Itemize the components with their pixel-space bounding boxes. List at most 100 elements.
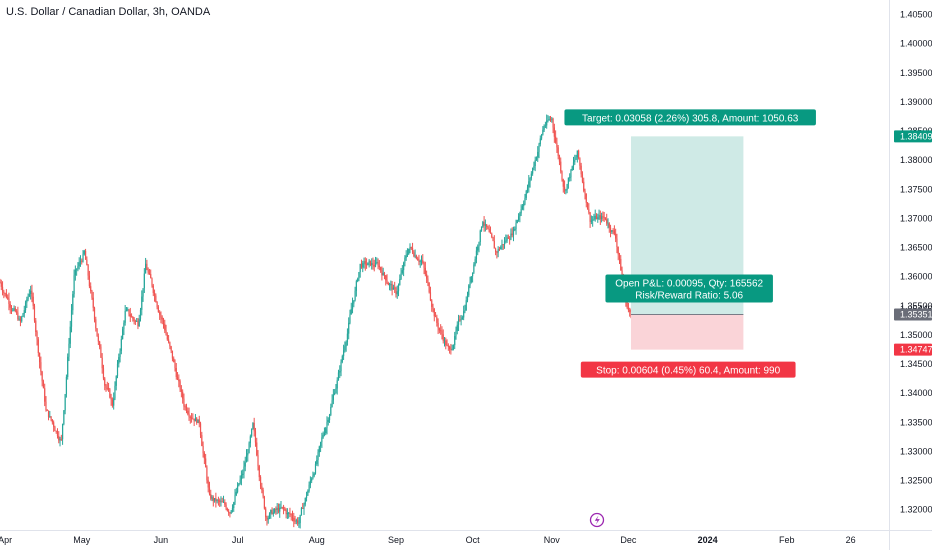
candle-body: [565, 189, 567, 191]
stop-label-bg: [580, 361, 796, 378]
candle-body: [312, 475, 314, 479]
time-tick-label: Nov: [544, 535, 561, 545]
candle-body: [97, 336, 99, 342]
candle-body: [364, 261, 366, 265]
candle-body: [169, 342, 171, 347]
candle-body: [405, 255, 407, 258]
candle-body: [164, 323, 166, 331]
candle-body: [129, 314, 131, 317]
pnl-label[interactable]: Open P&L: 0.00095, Qty: 165562Risk/Rewar…: [605, 274, 773, 303]
position-tool-layer: Target: 0.03058 (2.26%) 305.8, Amount: 1…: [564, 109, 816, 378]
candle-body: [446, 345, 448, 347]
candle-body: [249, 436, 251, 444]
candle-body: [215, 498, 217, 502]
candle-body: [511, 233, 513, 236]
candle-body: [342, 350, 345, 357]
candle-body: [110, 397, 112, 400]
candle-body: [212, 497, 214, 501]
candle-body: [73, 275, 75, 295]
candle-body: [216, 500, 218, 502]
candle-body: [516, 220, 518, 223]
candle-body: [245, 455, 248, 463]
candle-body: [213, 498, 216, 501]
candle-body: [18, 318, 20, 320]
candle-body: [282, 507, 285, 509]
candle-body: [130, 316, 133, 318]
candle-body: [222, 502, 225, 503]
candle-body: [523, 203, 525, 207]
candle-body: [302, 508, 304, 509]
candle-body: [626, 300, 628, 308]
candle-body: [599, 215, 601, 220]
candle-body: [279, 507, 281, 512]
candle-body: [40, 362, 42, 372]
candle-body: [60, 438, 62, 440]
candle-body: [3, 291, 5, 294]
candle-body: [544, 125, 547, 127]
candle-body: [431, 300, 433, 307]
candle-body: [106, 387, 108, 389]
candle-body: [606, 219, 608, 224]
candle-body: [226, 508, 228, 511]
candle-body: [385, 275, 387, 281]
stop-zone[interactable]: [630, 314, 744, 350]
price-tick-label: 1.40500: [900, 10, 932, 20]
stop-label[interactable]: Stop: 0.00604 (0.45%) 60.4, Amount: 990: [580, 361, 796, 378]
candle-body: [262, 489, 264, 497]
candle-body: [236, 485, 239, 492]
candle-body: [143, 273, 145, 289]
candle-body: [380, 267, 382, 271]
candle-body: [297, 520, 299, 524]
candle-body: [253, 422, 255, 432]
candle-body: [351, 303, 354, 310]
candle-body: [497, 249, 499, 253]
candle-body: [537, 151, 539, 158]
dividend-marker[interactable]: [589, 512, 605, 528]
candle-body: [193, 418, 195, 422]
candle-body: [408, 248, 410, 254]
candle-body: [240, 474, 243, 480]
candle-body: [271, 509, 273, 514]
candle-body: [514, 229, 516, 230]
target-label[interactable]: Target: 0.03058 (2.26%) 305.8, Amount: 1…: [564, 109, 816, 126]
candle-body: [136, 321, 138, 322]
price-tick-label: 1.39500: [900, 68, 932, 78]
candle-body: [288, 512, 290, 514]
candle-body: [494, 248, 497, 253]
candle-body: [230, 510, 232, 514]
candle-body: [99, 341, 101, 347]
candle-body: [382, 272, 384, 276]
candle-body: [88, 275, 91, 287]
candle-body: [221, 501, 223, 503]
candle-body: [617, 246, 619, 255]
candle-body: [413, 252, 415, 257]
candle-body: [327, 419, 329, 423]
candle-body: [419, 260, 421, 262]
candle-body: [127, 309, 129, 311]
candle-body: [305, 495, 308, 499]
candle-body: [609, 227, 612, 232]
candle-body: [78, 262, 80, 267]
candle-body: [259, 477, 262, 487]
candle-body: [275, 509, 277, 510]
candle-body: [280, 506, 282, 508]
candle-body: [21, 316, 23, 322]
candle-body: [611, 230, 613, 232]
candle-body: [540, 134, 543, 139]
candle-body: [491, 233, 493, 238]
price-tick-label: 1.35500: [900, 301, 932, 311]
candle-body: [348, 322, 350, 334]
candle-body: [326, 422, 328, 429]
candle-body: [594, 215, 596, 220]
candles-layer: [0, 114, 632, 529]
time-tick-label: Apr: [0, 535, 12, 545]
candle-body: [36, 332, 38, 340]
candle-body: [603, 216, 605, 218]
candle-body: [115, 376, 117, 386]
candle-body: [449, 346, 451, 350]
candle-body: [156, 302, 158, 308]
candle-body: [87, 265, 89, 276]
candle-body: [155, 295, 157, 303]
candle-body: [579, 158, 581, 166]
